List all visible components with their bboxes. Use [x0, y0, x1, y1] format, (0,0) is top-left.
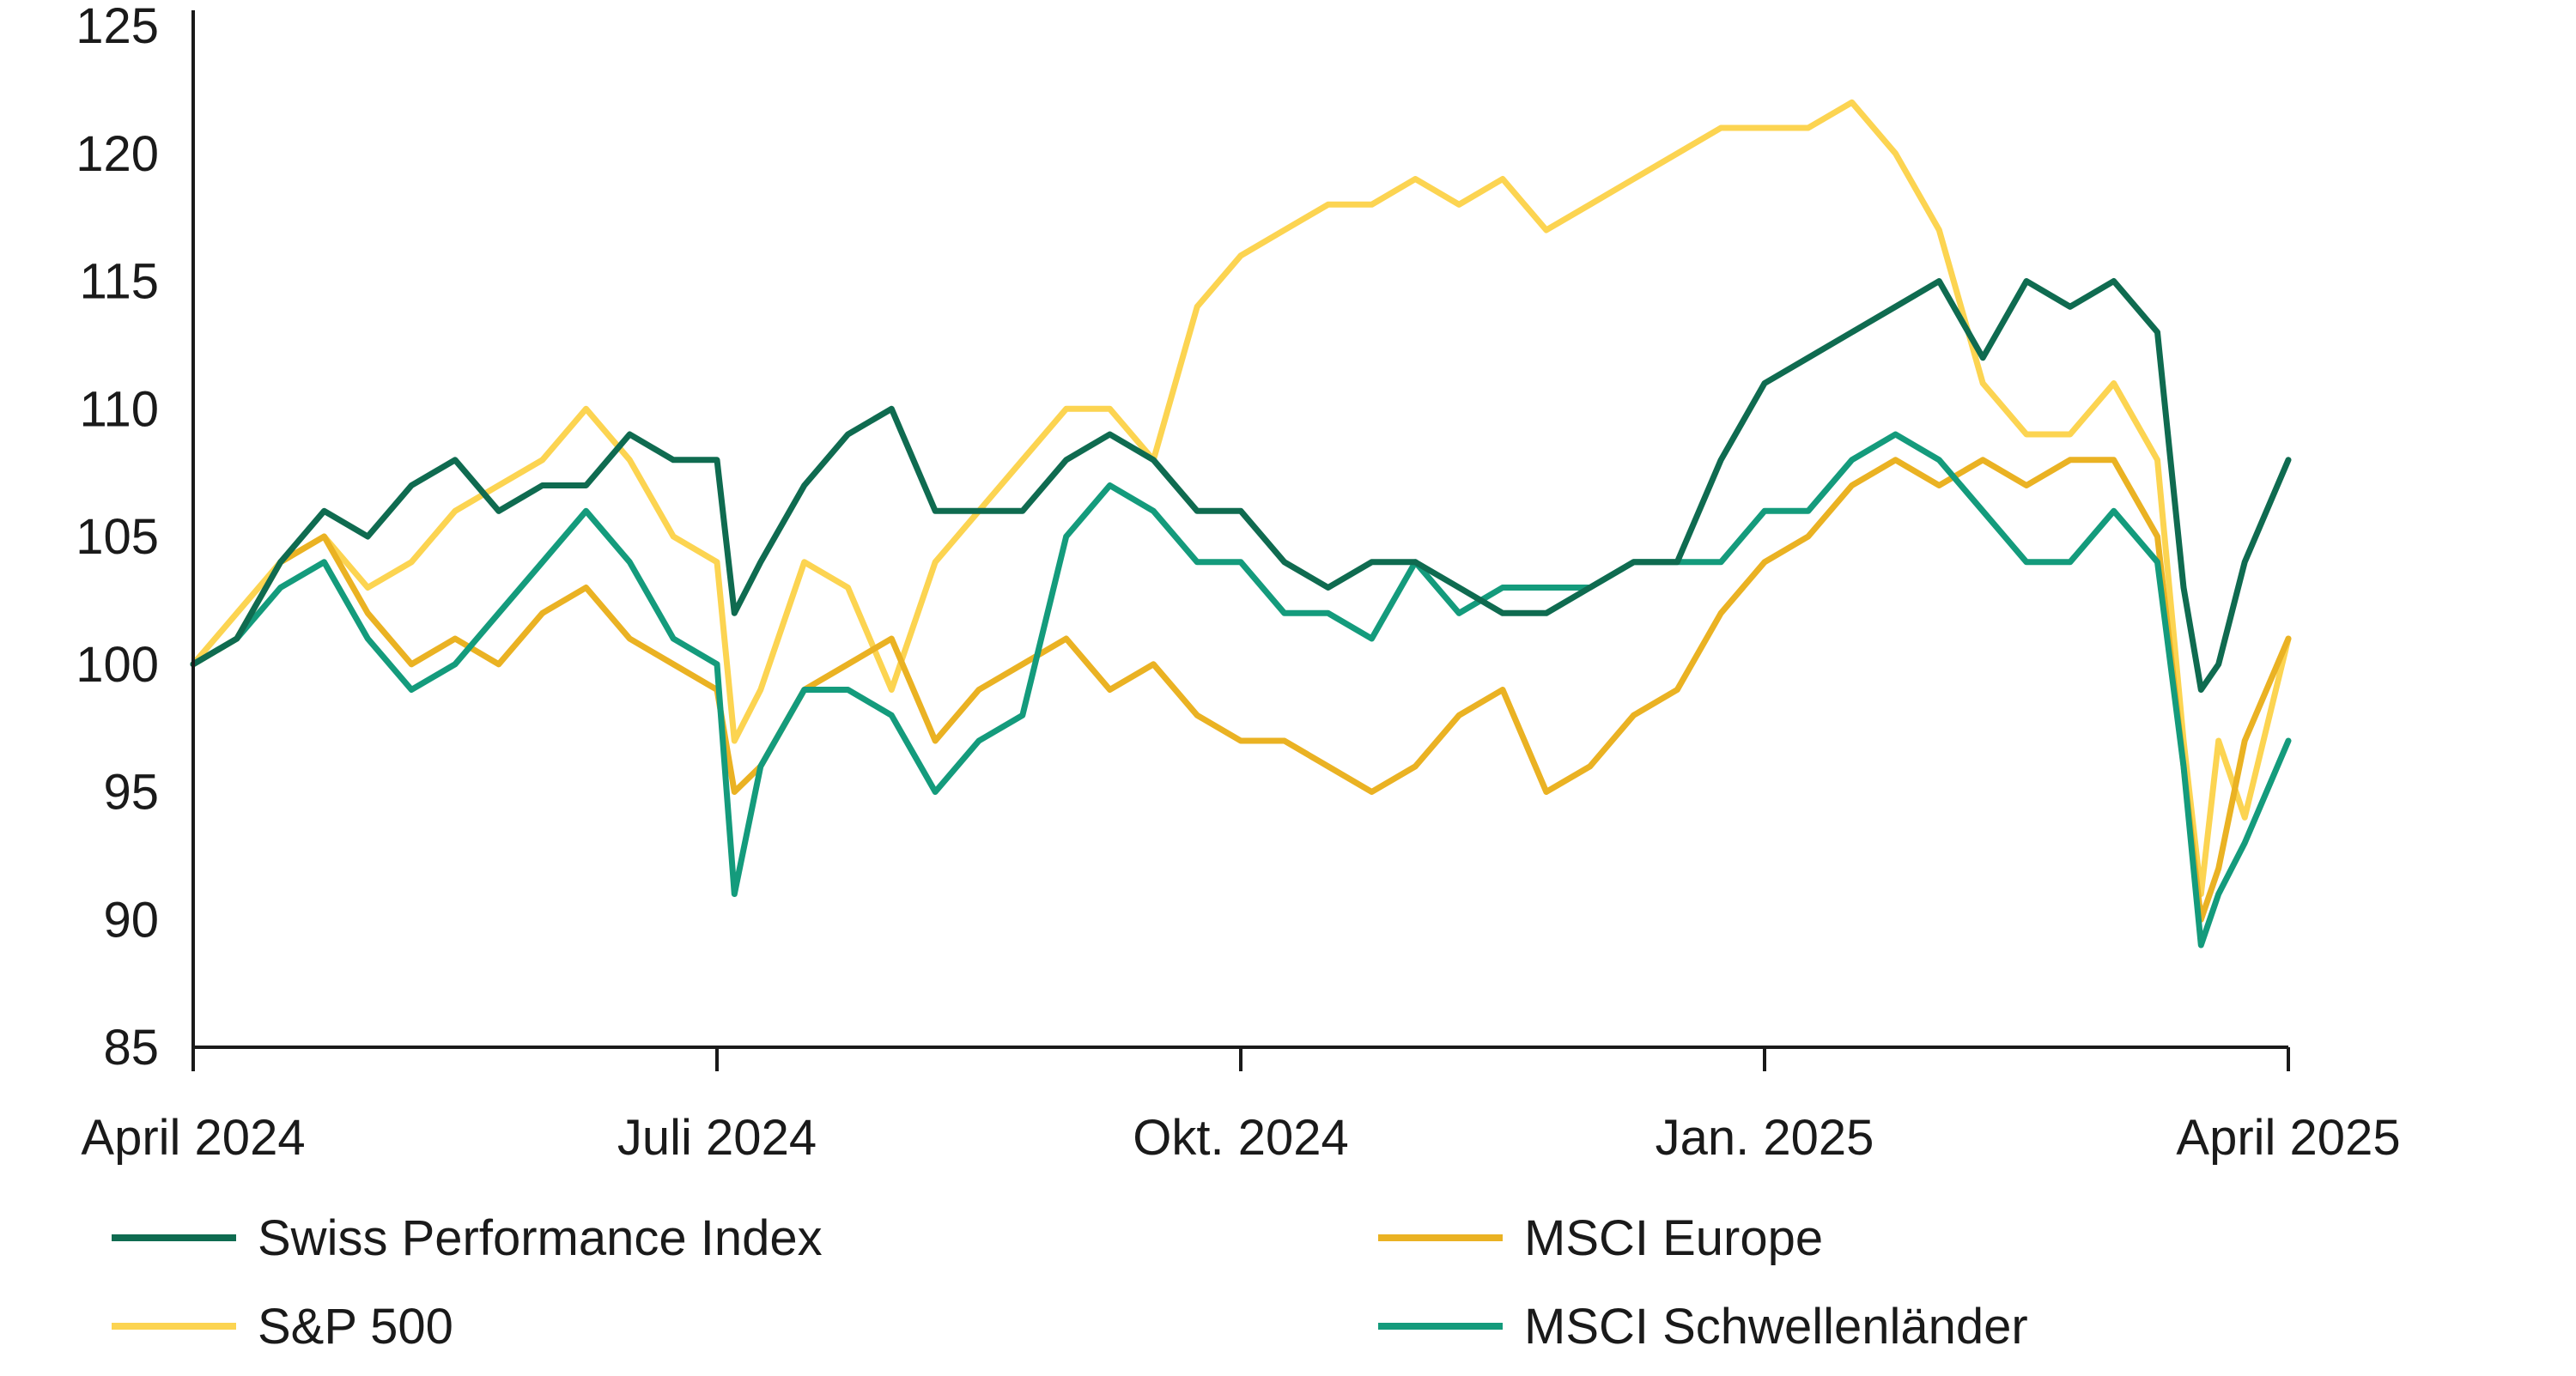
series-line-msci-schwellenl-nder [190, 431, 2292, 949]
y-tick-label: 105 [76, 509, 159, 565]
y-tick-label: 110 [80, 381, 159, 437]
series-line-swiss-performance-index [190, 278, 2292, 693]
legend: Swiss Performance Index MSCI Europe S&P 50… [112, 1210, 2028, 1355]
x-tick-label: April 2025 [2176, 1110, 2400, 1166]
y-tick-label: 85 [103, 1020, 159, 1076]
series-lines [190, 99, 2292, 949]
y-tick-labels: 85 90 95 100 105 110 115 120 125 [76, 0, 159, 1076]
axes [191, 10, 2288, 1049]
x-tick-label: Okt. 2024 [1133, 1110, 1348, 1166]
legend-label: S&P 500 [258, 1299, 453, 1355]
y-tick-label: 125 [76, 0, 159, 54]
y-tick-label: 90 [103, 892, 159, 948]
series-line-msci-europe [190, 457, 2292, 923]
x-tick-labels: April 2024 Juli 2024 Okt. 2024 Jan. 2025 Apr… [81, 1047, 2401, 1166]
y-tick-label: 95 [103, 765, 159, 821]
x-tick-label: Jan. 2025 [1656, 1110, 1874, 1166]
y-tick-label: 100 [76, 637, 159, 693]
legend-label: MSCI Europe [1524, 1210, 1823, 1266]
y-tick-label: 120 [76, 126, 159, 182]
legend-label: MSCI Schwellenländer [1524, 1299, 2028, 1355]
legend-label: Swiss Performance Index [258, 1210, 823, 1266]
y-tick-label: 115 [80, 254, 159, 310]
x-tick-label: Juli 2024 [617, 1110, 817, 1166]
series-line-s-p-500 [190, 99, 2292, 897]
x-tick-label: April 2024 [81, 1110, 305, 1166]
